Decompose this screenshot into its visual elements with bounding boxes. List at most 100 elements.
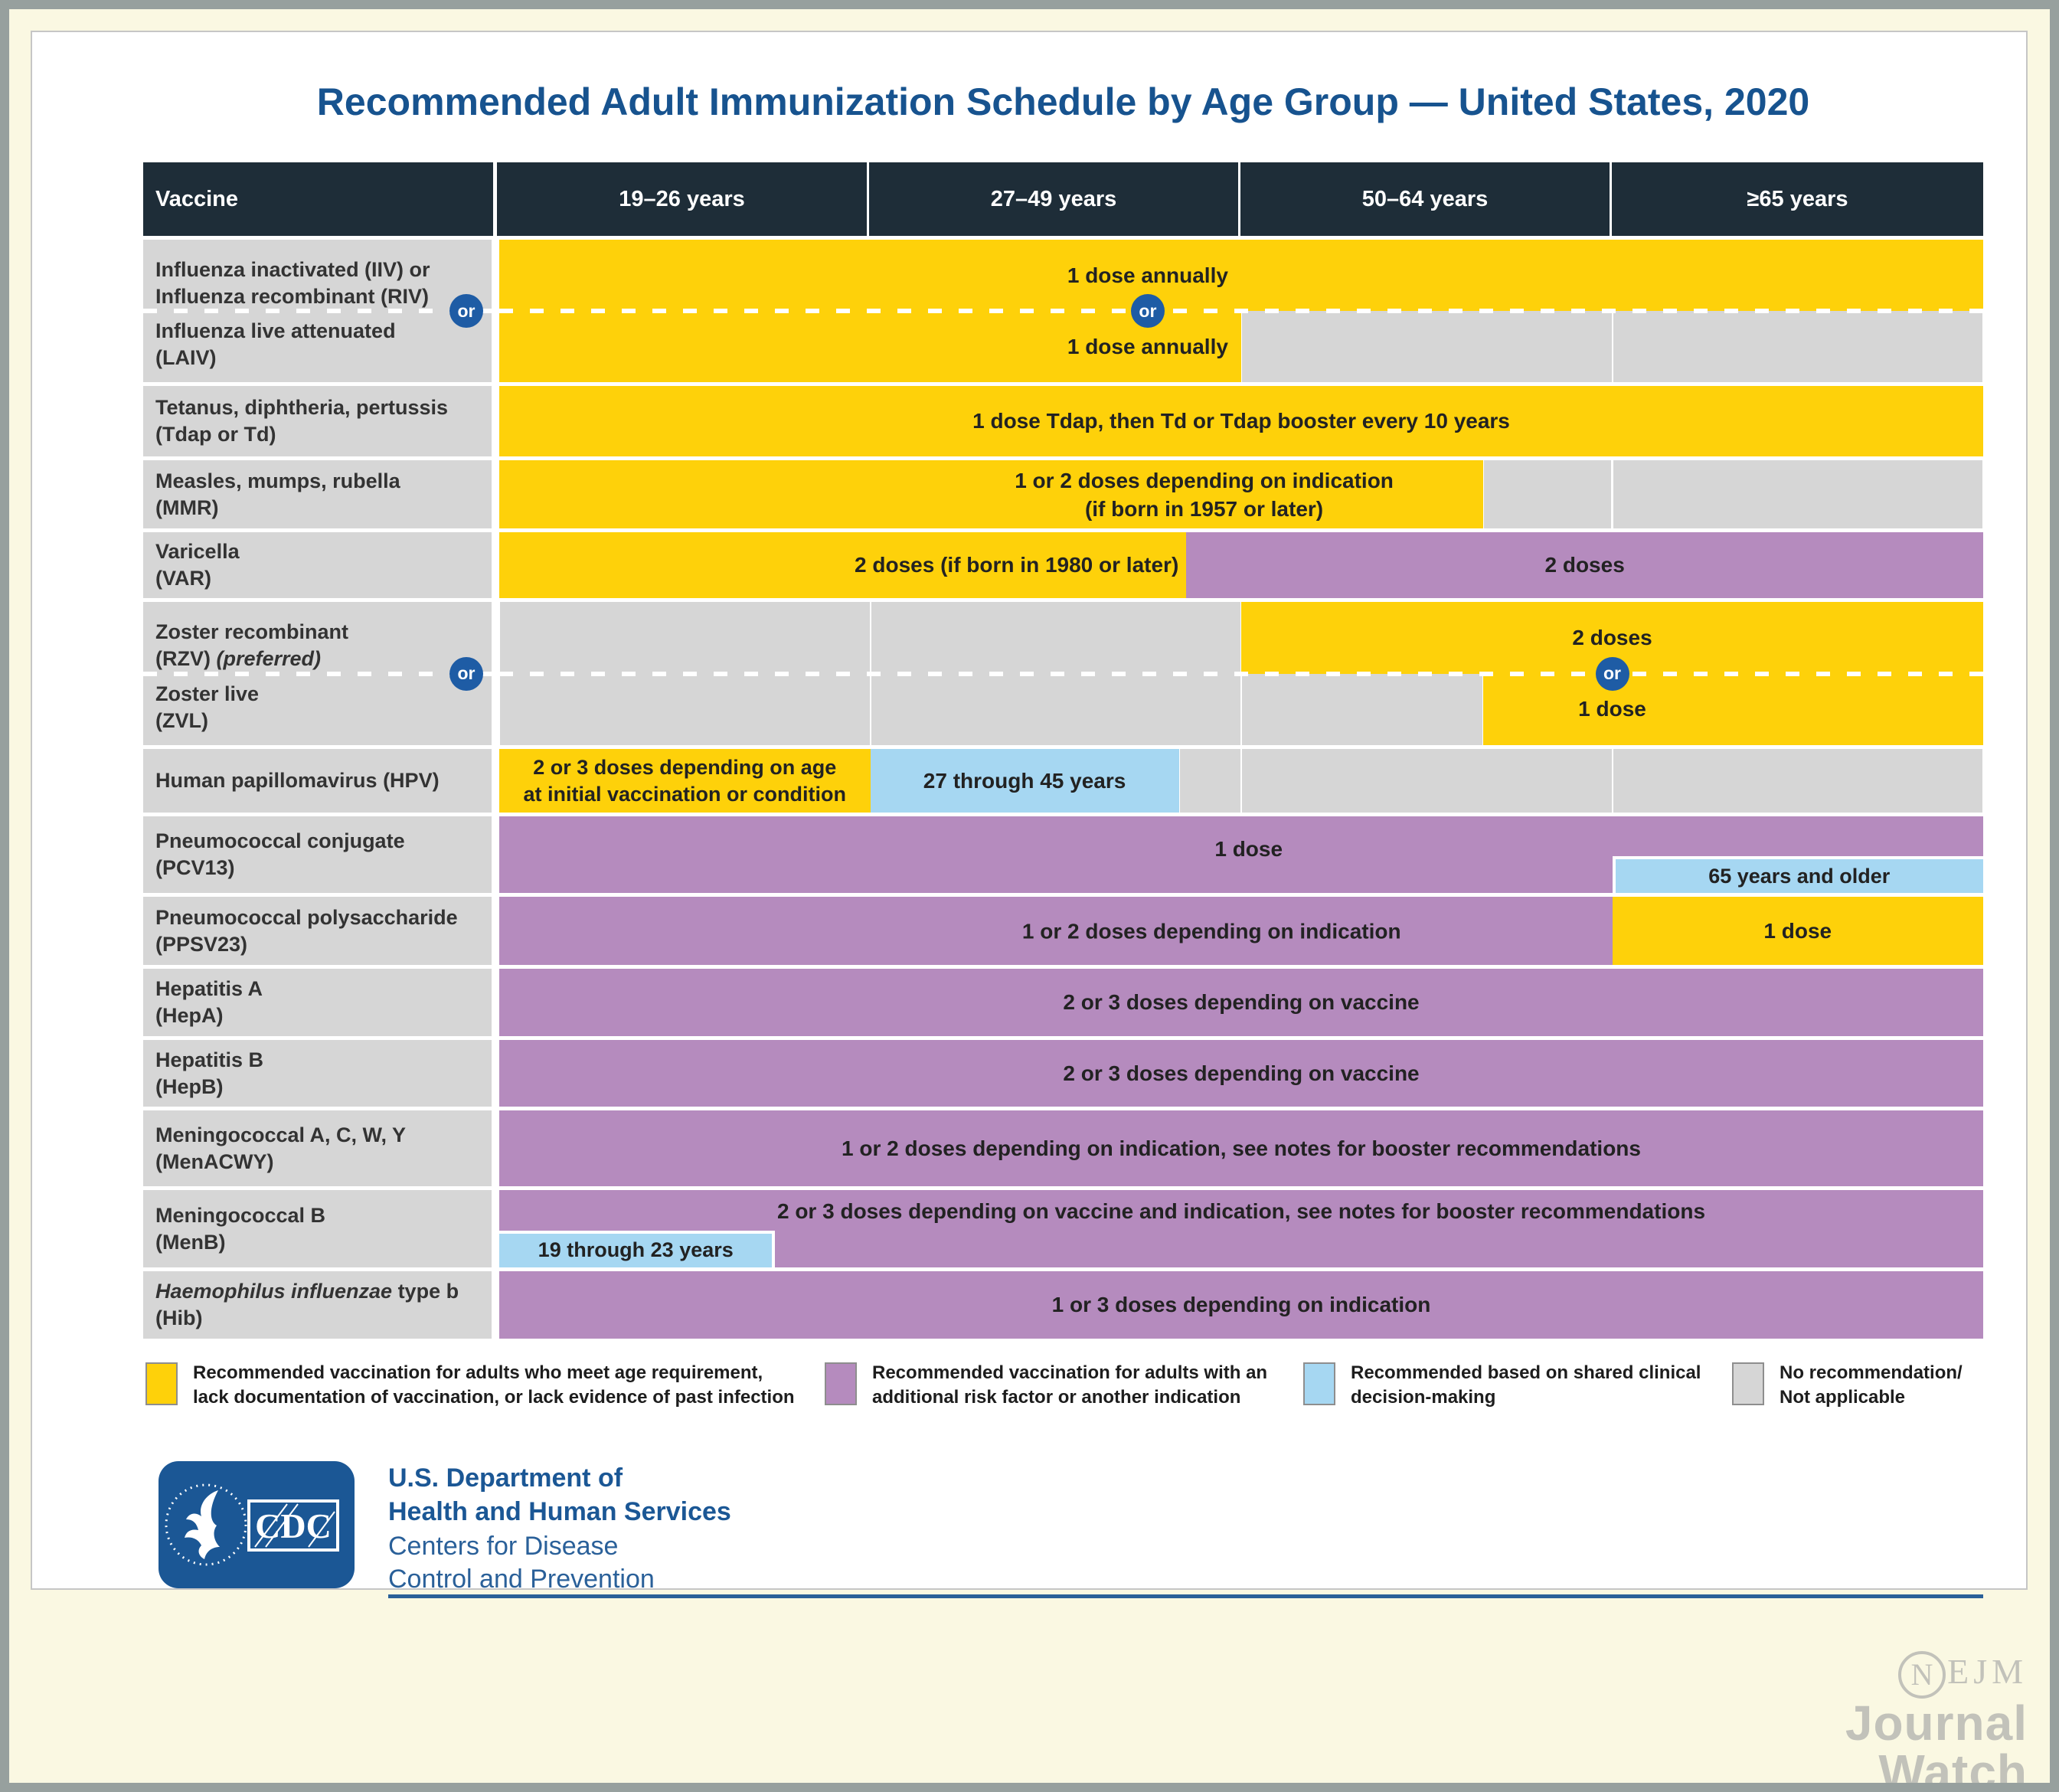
bars-influenza: 1 dose annually 1 dose annually or xyxy=(499,240,1983,382)
bar-yellow-zvl xyxy=(1482,673,1983,745)
bars-zoster: 2 doses 1 dose or xyxy=(499,602,1983,745)
table-row-zoster: or Zoster recombinant (RZV) (preferred) … xyxy=(143,602,1983,745)
bar-label-hepa: 2 or 3 doses depending on vaccine xyxy=(1063,990,1420,1014)
vaccine-name-laiv: Influenza live attenuated (LAIV) xyxy=(155,319,396,369)
table-row-var: Varicella (VAR) 2 doses (if born in 1980… xyxy=(143,532,1983,598)
immunization-table: Vaccine 19–26 years 27–49 years 50–64 ye… xyxy=(143,162,1983,1339)
or-dashed-divider xyxy=(499,309,1983,313)
table-row-mmr: Measles, mumps, rubella (MMR) 1 or 2 dos… xyxy=(143,460,1983,528)
bar-label-menb: 2 or 3 doses depending on vaccine and in… xyxy=(776,1199,1706,1223)
bar-gray-laiv-50-64 xyxy=(1242,311,1612,382)
bars-hepa: 2 or 3 doses depending on vaccine xyxy=(499,969,1983,1036)
vaccine-name-iiv: Influenza inactivated (IIV) or Influenza… xyxy=(155,258,430,308)
nejm-journal-watch-logo: N EJM Journal Watch xyxy=(1845,1645,2028,1792)
or-badge-zoster: or xyxy=(1595,656,1629,691)
vaccine-label-hepb: Hepatitis B (HepB) xyxy=(143,1040,492,1107)
bar-yellow-tdap: 1 dose Tdap, then Td or Tdap booster eve… xyxy=(499,386,1983,456)
table-row-hib: Haemophilus influenzae type b (Hib) 1 or… xyxy=(143,1271,1983,1339)
bar-gray-zvl-50-60 xyxy=(1242,673,1482,745)
bar-purple-hepa: 2 or 3 doses depending on vaccine xyxy=(499,969,1983,1036)
bar-label-tdap: 1 dose Tdap, then Td or Tdap booster eve… xyxy=(972,409,1510,433)
bars-menb: 2 or 3 doses depending on vaccine and in… xyxy=(499,1190,1983,1267)
bar-purple-hepb: 2 or 3 doses depending on vaccine xyxy=(499,1040,1983,1107)
table-row-hepb: Hepatitis B (HepB) 2 or 3 doses dependin… xyxy=(143,1040,1983,1107)
figure-card: Recommended Adult Immunization Schedule … xyxy=(31,31,2028,1598)
or-badge-vaccine-col: or xyxy=(449,656,483,691)
bar-yellow-var: 2 doses (if born in 1980 or later) xyxy=(499,532,1187,598)
or-dashed-divider xyxy=(143,309,492,313)
bars-hib: 1 or 3 doses depending on indication xyxy=(499,1271,1983,1339)
bars-var: 2 doses (if born in 1980 or later) 2 dos… xyxy=(499,532,1983,598)
table-header-row: Vaccine 19–26 years 27–49 years 50–64 ye… xyxy=(143,162,1983,236)
bar-label-ppsv23-purple: 1 or 2 doses depending on indication xyxy=(1021,919,1401,943)
bar-iiv: 1 dose annually xyxy=(499,240,1983,311)
bar-yellow-iiv xyxy=(499,240,1983,311)
table-row-pcv13: Pneumococcal conjugate (PCV13) 1 dose 65… xyxy=(143,816,1983,893)
bar-blue-pcv13-65plus: 65 years and older xyxy=(1612,856,1983,893)
legend-swatch-gray xyxy=(1732,1362,1764,1405)
bars-pcv13: 1 dose 65 years and older xyxy=(499,816,1983,893)
bar-label-hib: 1 or 3 doses depending on indication xyxy=(1051,1293,1431,1316)
bar-label-pcv13: 1 dose xyxy=(1214,837,1283,861)
table-row-hepa: Hepatitis A (HepA) 2 or 3 doses dependin… xyxy=(143,969,1983,1036)
journal-wordmark: Journal xyxy=(1845,1696,2028,1751)
bars-ppsv23: 1 or 2 doses depending on indication 1 d… xyxy=(499,897,1983,965)
vaccine-label-ppsv23: Pneumococcal polysaccharide (PPSV23) xyxy=(143,897,492,965)
vaccine-label-menacwy: Meningococcal A, C, W, Y (MenACWY) xyxy=(143,1110,492,1186)
legend-text-yellow: Recommended vaccination for adults who m… xyxy=(193,1362,795,1408)
or-badge-vaccine-col: or xyxy=(449,294,483,328)
bar-gray-zvl-27-49 xyxy=(871,673,1240,745)
or-badge-influenza: or xyxy=(1130,294,1165,328)
bar-label-pcv13-blue: 65 years and older xyxy=(1708,864,1891,888)
bar-label-ppsv23-yellow: 1 dose xyxy=(1763,918,1832,943)
header-65plus: ≥65 years xyxy=(1612,162,1983,236)
bar-yellow-mmr xyxy=(499,460,1483,528)
table-row-hpv: Human papillomavirus (HPV) 2 or 3 doses … xyxy=(143,749,1983,813)
bar-label-rzv: 2 doses xyxy=(1572,625,1652,649)
page-title: Recommended Adult Immunization Schedule … xyxy=(316,80,1810,123)
bar-blue-menb-19-23: 19 through 23 years xyxy=(499,1230,776,1267)
bar-label-mmr: 1 or 2 doses depending on indication (if… xyxy=(1015,468,1394,521)
vaccine-label-pcv13: Pneumococcal conjugate (PCV13) xyxy=(143,816,492,893)
table-row-tdap: Tetanus, diphtheria, pertussis (Tdap or … xyxy=(143,386,1983,456)
bars-mmr: 1 or 2 doses depending on indication (if… xyxy=(499,460,1983,528)
bar-yellow-laiv xyxy=(499,311,1241,382)
bar-gray-rzv-27-49 xyxy=(871,602,1240,674)
hhs-department-text: U.S. Department of Health and Human Serv… xyxy=(388,1463,731,1526)
bar-gray-rzv-19-26 xyxy=(500,602,870,674)
bar-label-menacwy: 1 or 2 doses depending on indication, se… xyxy=(842,1136,1641,1160)
watch-wordmark: Watch xyxy=(1878,1745,2028,1792)
legend-text-purple: Recommended vaccination for adults with … xyxy=(872,1362,1268,1408)
bar-rzv: 2 doses xyxy=(499,602,1983,674)
vaccine-label-zoster: or Zoster recombinant (RZV) (preferred) … xyxy=(143,602,492,745)
bar-yellow-hpv: 2 or 3 doses depending on age at initial … xyxy=(499,749,871,813)
bar-purple-hib: 1 or 3 doses depending on indication xyxy=(499,1271,1983,1339)
or-dashed-divider xyxy=(143,671,492,676)
vaccine-label-hepa: Hepatitis A (HepA) xyxy=(143,969,492,1036)
bar-gray-mmr-50-64 xyxy=(1483,460,1612,528)
bar-laiv: 1 dose annually xyxy=(499,311,1983,382)
legend-text-blue: Recommended based on shared clinical dec… xyxy=(1351,1362,1701,1408)
table-row-ppsv23: Pneumococcal polysaccharide (PPSV23) 1 o… xyxy=(143,897,1983,965)
vaccine-label-menb: Meningococcal B (MenB) xyxy=(143,1190,492,1267)
bar-label-iiv: 1 dose annually xyxy=(1067,263,1228,287)
bars-hpv: 2 or 3 doses depending on age at initial … xyxy=(499,749,1983,813)
legend-swatch-yellow xyxy=(145,1362,178,1405)
hhs-eagle-icon: CDC xyxy=(165,1483,339,1566)
bar-gray-mmr-65 xyxy=(1613,460,1982,528)
bar-yellow-ppsv23: 1 dose xyxy=(1612,897,1983,965)
legend-text-gray: No recommendation/ Not applicable xyxy=(1780,1362,1963,1408)
bar-gray-hpv-65 xyxy=(1613,749,1982,813)
bars-tdap: 1 dose Tdap, then Td or Tdap booster eve… xyxy=(499,386,1983,456)
bar-label-hepb: 2 or 3 doses depending on vaccine xyxy=(1063,1061,1420,1085)
nejm-circle-n-icon: N xyxy=(1898,1651,1946,1699)
cdc-name-text: Centers for Disease Control and Preventi… xyxy=(388,1532,655,1594)
vaccine-label-hib: Haemophilus influenzae type b (Hib) xyxy=(143,1271,492,1339)
header-27-49: 27–49 years xyxy=(869,162,1238,236)
vaccine-label-mmr: Measles, mumps, rubella (MMR) xyxy=(143,460,492,528)
bar-label-hpv-yellow: 2 or 3 doses depending on age at initial … xyxy=(523,755,847,806)
vaccine-label-hpv: Human papillomavirus (HPV) xyxy=(143,749,492,813)
bar-gray-hpv-50-64 xyxy=(1242,749,1612,813)
nejm-wordmark: N EJM xyxy=(1845,1645,2028,1699)
